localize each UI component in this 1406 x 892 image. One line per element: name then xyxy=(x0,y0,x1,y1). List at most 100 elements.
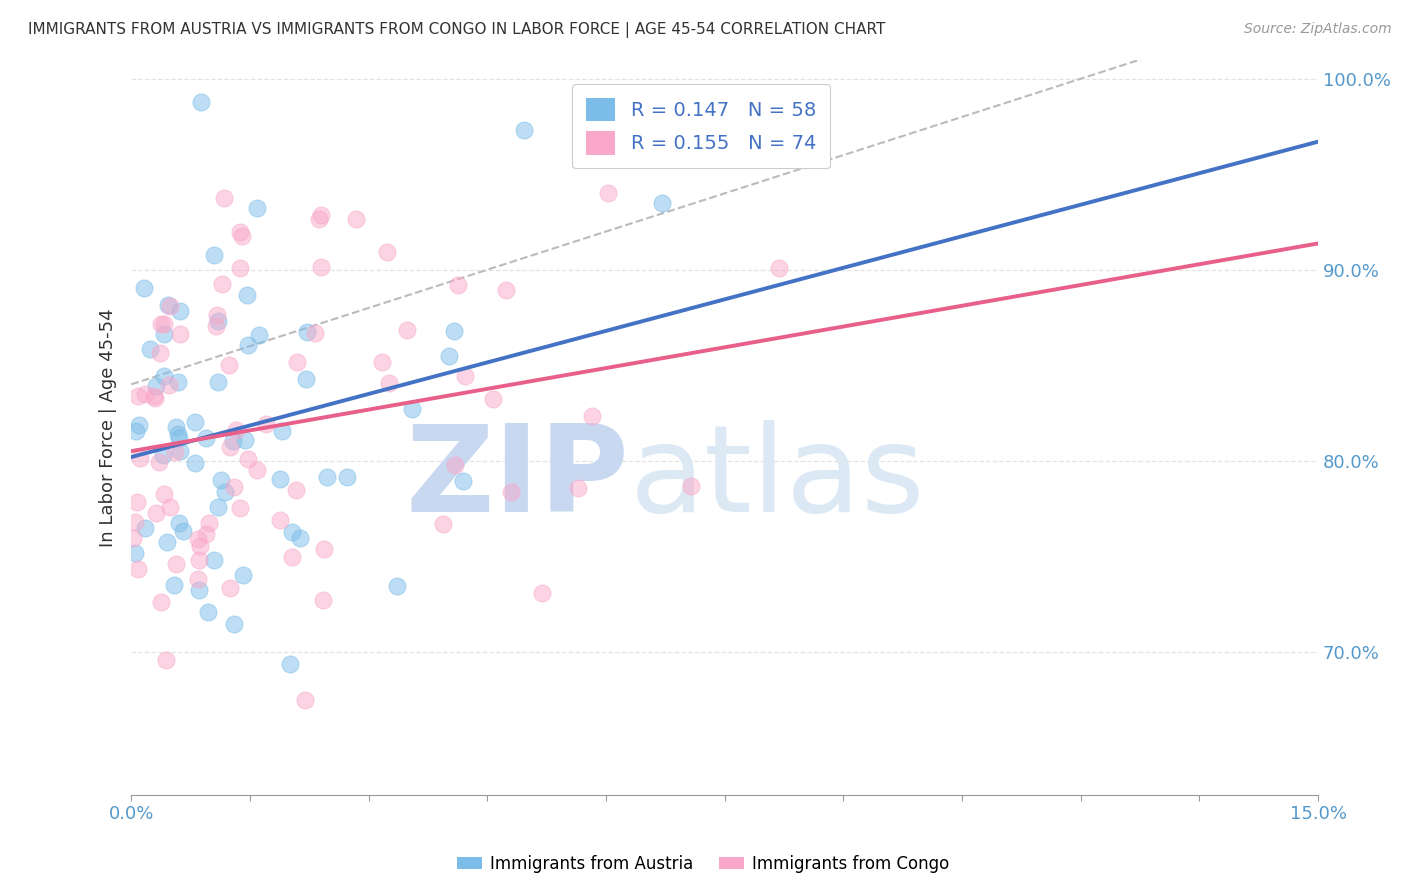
Point xyxy=(159,300,181,314)
Point xyxy=(401,402,423,417)
Point xyxy=(197,605,219,619)
Point xyxy=(315,470,337,484)
Point xyxy=(295,326,318,340)
Point xyxy=(344,211,367,226)
Point xyxy=(224,480,246,494)
Point xyxy=(152,487,174,501)
Point xyxy=(229,501,252,516)
Point xyxy=(145,379,167,393)
Point xyxy=(495,283,517,297)
Point xyxy=(184,456,207,470)
Point xyxy=(169,444,191,458)
Point xyxy=(157,378,180,392)
Point xyxy=(205,319,228,334)
Point xyxy=(207,500,229,514)
Point xyxy=(207,314,229,328)
Point xyxy=(184,416,207,430)
Point xyxy=(304,326,326,341)
Point xyxy=(768,260,790,275)
Text: atlas: atlas xyxy=(630,420,925,537)
Point xyxy=(124,546,146,560)
Point xyxy=(143,389,166,403)
Point xyxy=(148,455,170,469)
Legend: R = 0.147   N = 58, R = 0.155   N = 74: R = 0.147 N = 58, R = 0.155 N = 74 xyxy=(572,84,830,169)
Point xyxy=(378,376,401,390)
Point xyxy=(134,281,156,295)
Point xyxy=(218,359,240,373)
Point xyxy=(149,317,172,331)
Point xyxy=(567,481,589,495)
Point xyxy=(222,434,245,448)
Point xyxy=(153,318,176,332)
Point xyxy=(163,578,186,592)
Point xyxy=(281,549,304,564)
Point xyxy=(225,423,247,437)
Point xyxy=(172,524,194,538)
Text: ZIP: ZIP xyxy=(406,420,630,537)
Point xyxy=(165,420,187,434)
Point xyxy=(247,328,270,343)
Point xyxy=(453,474,475,488)
Point xyxy=(288,532,311,546)
Y-axis label: In Labor Force | Age 45-54: In Labor Force | Age 45-54 xyxy=(100,308,117,547)
Point xyxy=(231,229,253,244)
Point xyxy=(124,424,146,438)
Point xyxy=(501,485,523,500)
Point xyxy=(152,448,174,462)
Point xyxy=(598,186,620,200)
Point xyxy=(370,355,392,369)
Point xyxy=(228,260,250,275)
Point xyxy=(127,495,149,509)
Point xyxy=(236,337,259,351)
Point xyxy=(581,409,603,423)
Text: IMMIGRANTS FROM AUSTRIA VS IMMIGRANTS FROM CONGO IN LABOR FORCE | AGE 45-54 CORR: IMMIGRANTS FROM AUSTRIA VS IMMIGRANTS FR… xyxy=(28,22,886,38)
Point xyxy=(222,616,245,631)
Point xyxy=(187,553,209,567)
Point xyxy=(209,473,232,487)
Point xyxy=(232,567,254,582)
Point xyxy=(269,472,291,486)
Point xyxy=(236,287,259,301)
Point xyxy=(246,201,269,215)
Point xyxy=(166,375,188,389)
Point xyxy=(197,516,219,530)
Point xyxy=(271,424,294,438)
Point xyxy=(155,653,177,667)
Point xyxy=(233,433,256,447)
Point xyxy=(454,369,477,384)
Point xyxy=(165,445,187,459)
Point xyxy=(134,521,156,535)
Point xyxy=(187,572,209,586)
Point xyxy=(153,327,176,342)
Point xyxy=(395,323,418,337)
Point xyxy=(214,485,236,500)
Point xyxy=(194,527,217,541)
Point xyxy=(387,579,409,593)
Point xyxy=(311,208,333,222)
Point xyxy=(443,458,465,472)
Point xyxy=(202,248,225,262)
Point xyxy=(269,513,291,527)
Point xyxy=(122,531,145,545)
Point xyxy=(166,427,188,442)
Point xyxy=(169,326,191,341)
Point xyxy=(207,375,229,389)
Point xyxy=(127,562,149,576)
Point xyxy=(447,277,470,292)
Point xyxy=(218,440,240,454)
Point xyxy=(169,304,191,318)
Point xyxy=(167,432,190,446)
Point xyxy=(139,343,162,357)
Point xyxy=(375,245,398,260)
Point xyxy=(145,506,167,520)
Point xyxy=(205,308,228,322)
Point xyxy=(308,211,330,226)
Point xyxy=(202,552,225,566)
Point xyxy=(128,418,150,433)
Point xyxy=(188,539,211,553)
Point xyxy=(312,592,335,607)
Point xyxy=(254,417,277,431)
Point xyxy=(156,535,179,549)
Point xyxy=(651,195,673,210)
Point xyxy=(153,369,176,384)
